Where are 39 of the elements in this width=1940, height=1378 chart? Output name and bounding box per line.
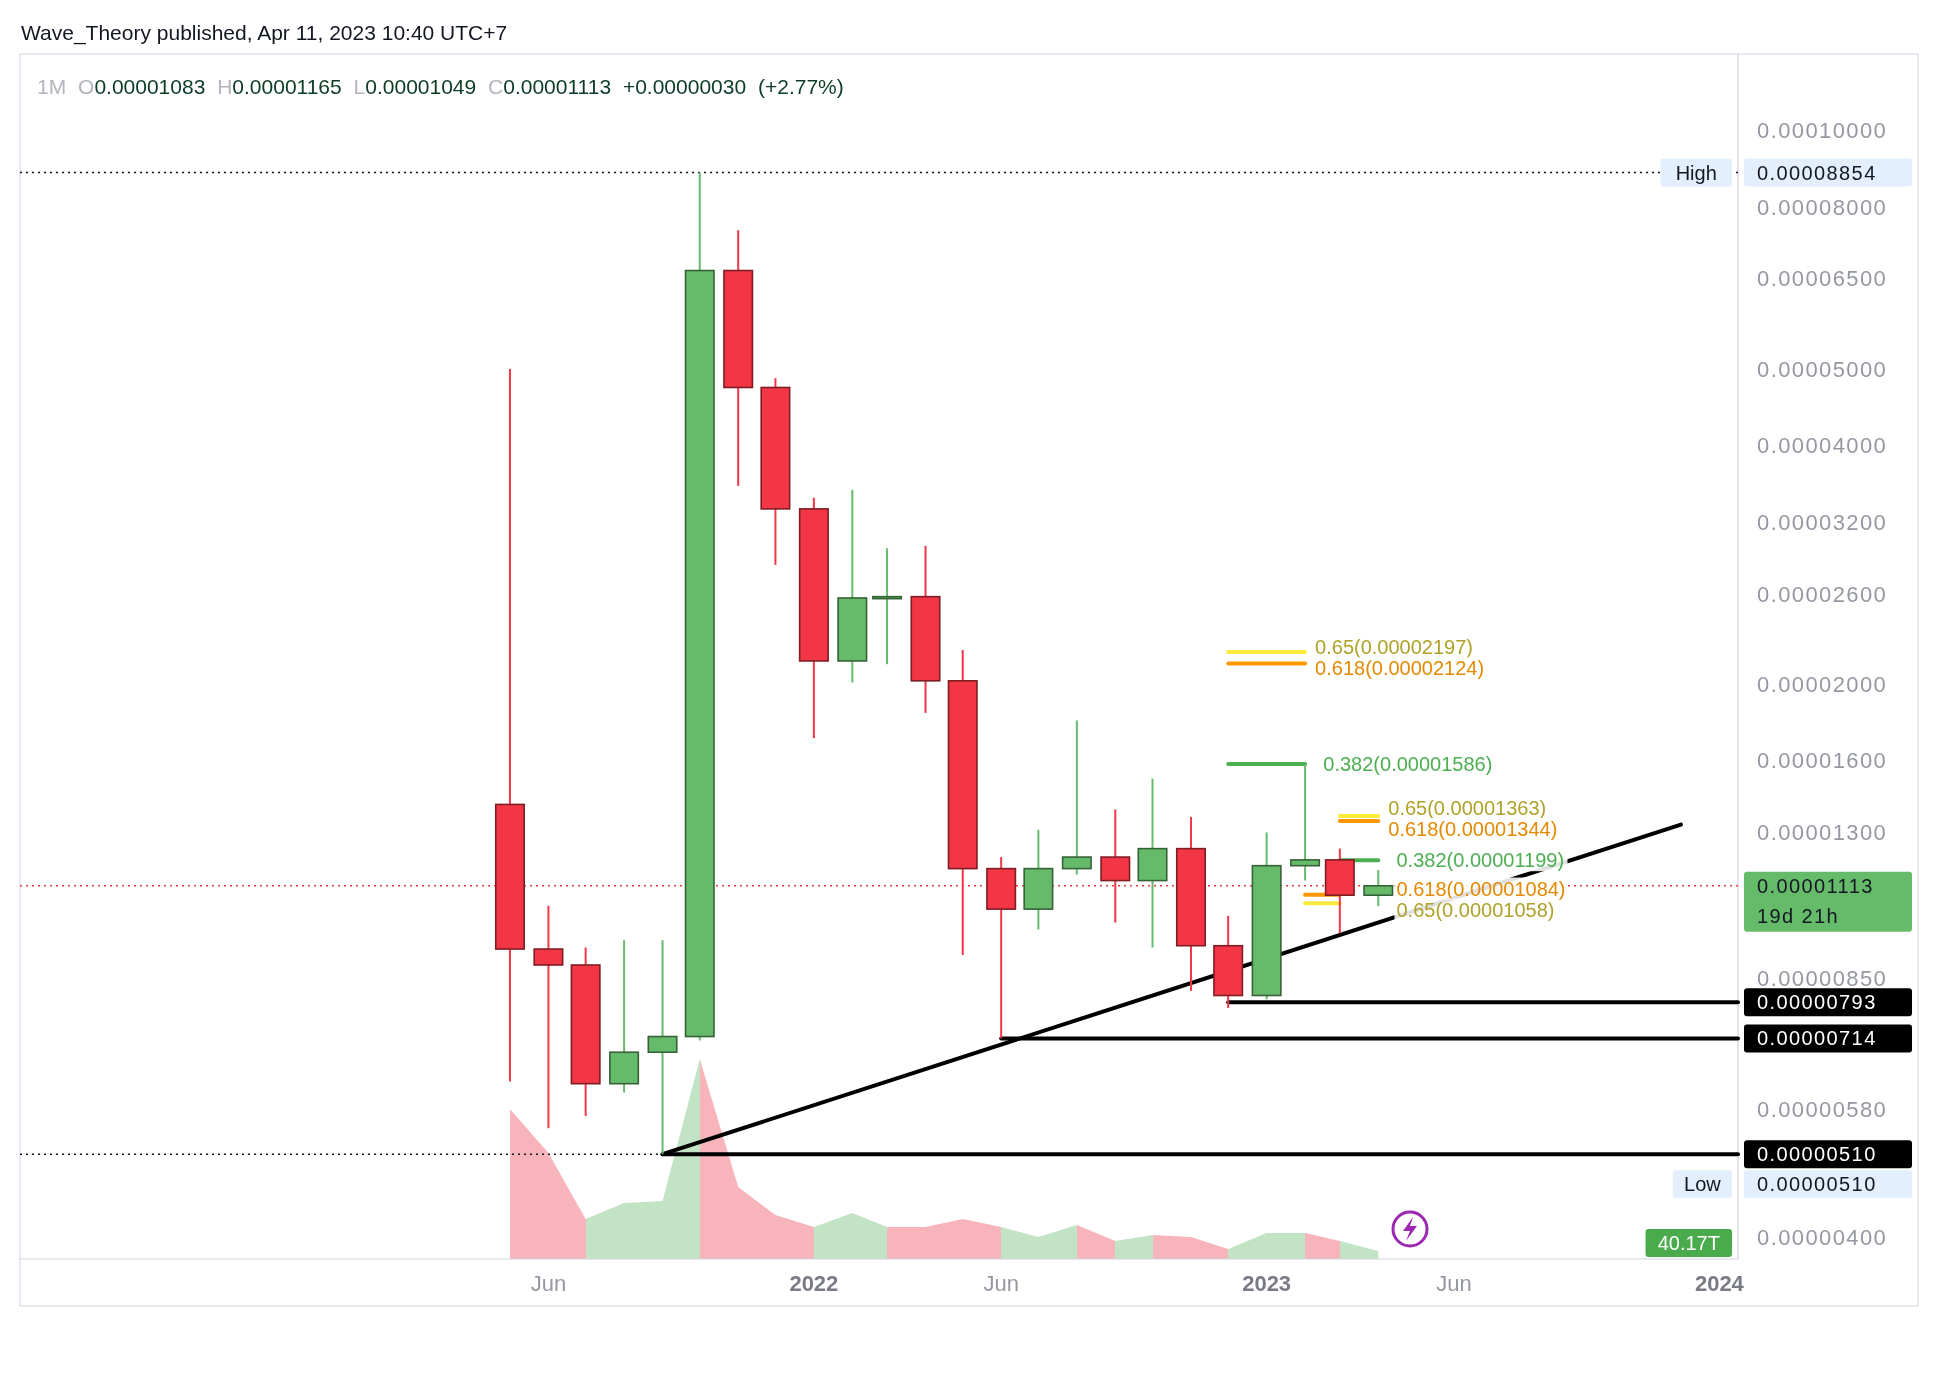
x-tick-label: Jun <box>530 1270 567 1296</box>
series-label: 0.65(0.00001363) <box>1388 797 1547 820</box>
text: 0.00000510 <box>1757 1173 1877 1196</box>
y-tick-label: 0.00006500 <box>1757 266 1888 292</box>
text: 0.65(0.00001058) <box>1396 898 1555 921</box>
series-label: 0.618(0.00002124) <box>1315 657 1485 680</box>
y-tick-label: 0.00003200 <box>1757 510 1888 536</box>
ref-line-label: High <box>1675 161 1717 184</box>
x-tick-label: Jun <box>983 1270 1019 1296</box>
y-tick-label: 0.00002600 <box>1757 581 1888 607</box>
data-label: 0.00000510 <box>1757 1143 1877 1166</box>
y-tick-label: 0.00010000 <box>1757 118 1888 144</box>
chart-title: Wave_Theory published, Apr 11, 2023 10:40 UTC+7 <box>21 21 508 45</box>
series-label: 0.382(0.00001586) <box>1323 752 1493 775</box>
y-tick-label: 0.00000580 <box>1757 1097 1888 1123</box>
data-label: 0.00000714 <box>1757 1027 1877 1050</box>
ref-line-label: 0.00001113 <box>1757 874 1874 897</box>
y-tick-label: 0.00001300 <box>1757 819 1888 845</box>
text: 0.00008854 <box>1757 161 1877 184</box>
y-tick-label: 0.00008000 <box>1757 194 1888 220</box>
series-label: 0.65(0.00002197) <box>1315 636 1474 659</box>
text: 0.618(0.00001084) <box>1396 877 1566 900</box>
x-tick-label: Jun <box>1436 1270 1472 1296</box>
text: 19d 21h <box>1757 904 1840 927</box>
series-label: 0.382(0.00001199) <box>1396 849 1565 872</box>
text: 1M O0.00001083 H0.00001165 L0.00001049 C0.00001113 +0.00000030 (+2.77%) <box>37 75 844 98</box>
x-tick-label: 2023 <box>1242 1270 1292 1296</box>
series-label: 0.618(0.00001344) <box>1388 818 1558 841</box>
y-tick-label: 0.00005000 <box>1757 356 1888 382</box>
y-tick-label: 0.00001600 <box>1757 748 1888 774</box>
y-tick-label: 0.00000400 <box>1757 1225 1888 1251</box>
annotation: 40.17T <box>1657 1232 1720 1254</box>
y-tick-label: 0.00004000 <box>1757 433 1888 459</box>
data-label: 0.00000793 <box>1757 991 1877 1014</box>
y-tick-label: 0.00002000 <box>1757 671 1888 697</box>
x-tick-label: 2024 <box>1694 1270 1745 1296</box>
ref-line-label: Low <box>1684 1173 1722 1196</box>
x-tick-label: 2022 <box>789 1270 839 1296</box>
y-tick-label: 0.00000850 <box>1757 966 1888 991</box>
